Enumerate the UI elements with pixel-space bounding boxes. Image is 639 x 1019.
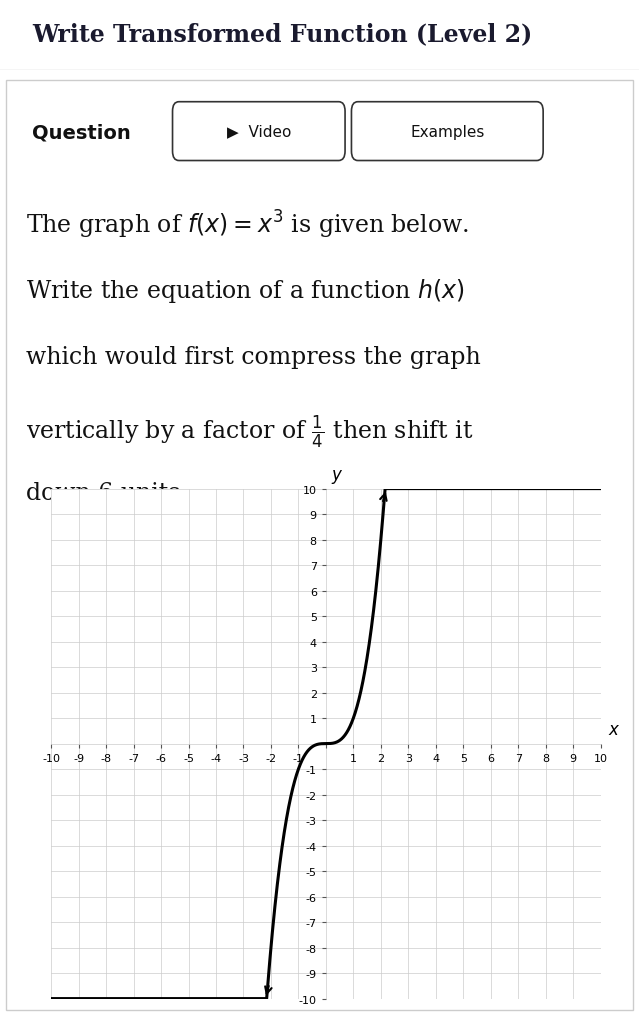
Text: vertically by a factor of $\frac{1}{4}$ then shift it: vertically by a factor of $\frac{1}{4}$ … [26,414,473,450]
Text: ▶  Video: ▶ Video [227,124,291,140]
Text: The graph of $f(x) = x^3$ is given below.: The graph of $f(x) = x^3$ is given below… [26,209,469,240]
Text: $y$: $y$ [332,468,344,485]
Text: which would first compress the graph: which would first compress the graph [26,345,481,368]
Text: Write the equation of a function $h(x)$: Write the equation of a function $h(x)$ [26,277,464,305]
FancyBboxPatch shape [6,81,633,1010]
Text: Examples: Examples [410,124,484,140]
Text: $x$: $x$ [608,720,620,739]
Text: down 6 units.: down 6 units. [26,482,188,504]
Text: Question: Question [32,123,131,143]
FancyBboxPatch shape [173,103,345,161]
Text: Write Transformed Function (Level 2): Write Transformed Function (Level 2) [32,22,532,46]
FancyBboxPatch shape [351,103,543,161]
